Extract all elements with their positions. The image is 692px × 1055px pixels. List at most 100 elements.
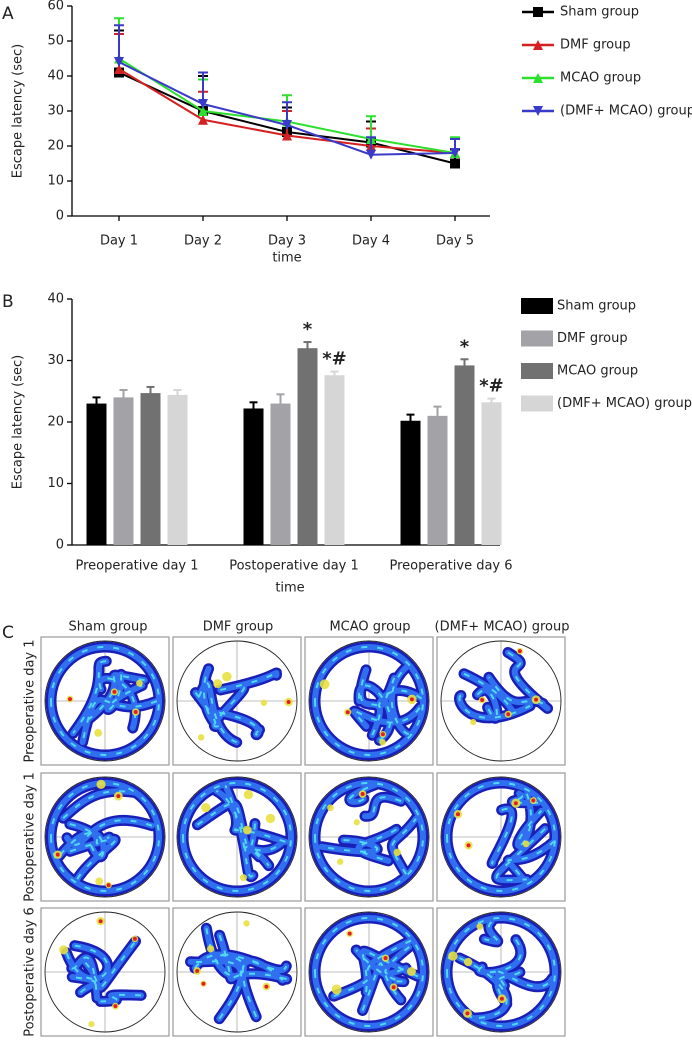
trace-inner [446, 917, 557, 1027]
error-bar [173, 389, 182, 400]
y-tick-label: 30 [47, 353, 64, 368]
hotspot [506, 712, 511, 717]
trace-inner [65, 940, 142, 1003]
hotspot [407, 967, 416, 976]
heat-trace [441, 777, 561, 897]
column-header: Sham group [68, 620, 147, 635]
hotspot [336, 858, 344, 866]
x-tick-label: Day 5 [436, 234, 474, 249]
x-tick-label: Day 1 [100, 234, 138, 249]
hotspot [98, 919, 103, 924]
trace-inner [314, 782, 425, 892]
pool-outline [308, 776, 430, 898]
hotspot [94, 729, 103, 737]
hotspot [201, 981, 206, 986]
marker [282, 120, 292, 130]
annotation: *# [479, 376, 504, 397]
error-bar [249, 401, 258, 415]
error-bar [146, 385, 155, 400]
error-bar [433, 405, 442, 426]
trace-inner [50, 646, 161, 756]
y-tick-label: 40 [47, 292, 64, 307]
y-tick-label: 20 [47, 139, 64, 154]
y-tick-label: 10 [47, 174, 64, 189]
hotspot [534, 697, 539, 702]
hotspot [136, 679, 143, 687]
hotspot [133, 710, 138, 715]
trace-inner [446, 782, 557, 892]
pool-outline [440, 911, 562, 1033]
column-header: DMF group [203, 620, 274, 635]
hotspot [531, 798, 536, 803]
x-axis-label: time [272, 251, 301, 266]
hotspot [499, 996, 504, 1001]
hotspot [195, 968, 200, 973]
marker [366, 149, 376, 160]
hotspot [380, 732, 385, 737]
trace-inner [190, 928, 288, 1020]
hotspot [327, 804, 334, 812]
hotspot [243, 920, 250, 927]
heat-trace [45, 777, 165, 897]
hotspot [393, 848, 401, 857]
error-bar [119, 389, 128, 405]
y-tick-label: 60 [47, 0, 64, 14]
trace-mid [456, 649, 551, 721]
bar [454, 365, 475, 545]
bar [297, 348, 318, 545]
trace-inner [182, 782, 293, 892]
column-header: (DMF+ MCAO) group [435, 620, 570, 635]
heat-trace [190, 663, 293, 748]
hotspot [522, 840, 530, 848]
hotspot [197, 734, 205, 741]
y-tick-label: 20 [47, 415, 64, 430]
hotspot [466, 843, 471, 848]
hotspot [264, 984, 269, 989]
hotspot [239, 874, 247, 882]
y-tick-label: 10 [47, 476, 64, 491]
y-axis-label: Escape latency (sec) [11, 355, 26, 489]
pool-outline [44, 640, 166, 762]
panel-label: C [2, 623, 14, 643]
legend-label: (DMF+ MCAO) group [557, 396, 692, 411]
column-header: MCAO group [329, 620, 410, 635]
bar [400, 420, 421, 545]
x-tick-label: Preoperative day 6 [389, 559, 512, 574]
hotspot [260, 699, 268, 706]
legend-label: Sham group [560, 5, 639, 20]
error-bar [92, 396, 101, 410]
hotspot [95, 877, 104, 886]
hotspot [201, 803, 211, 813]
hotspot [345, 710, 350, 715]
annotation: * [460, 336, 470, 357]
x-tick-label: Postoperative day 1 [229, 559, 359, 574]
annotation: *# [322, 349, 347, 370]
bar [270, 403, 291, 545]
y-tick-label: 30 [47, 104, 64, 119]
trace-inner [194, 668, 278, 744]
marker [198, 106, 208, 116]
error-bar [487, 397, 496, 407]
legend-swatch [521, 298, 553, 314]
marker [282, 130, 292, 141]
pool-outline [176, 776, 298, 898]
heat-trace [309, 912, 429, 1032]
hotspot [55, 852, 60, 857]
panel-label: B [2, 292, 14, 312]
hotspot [132, 936, 137, 941]
bar [324, 375, 345, 545]
trace-inner [314, 917, 425, 1027]
heat-trace [45, 641, 165, 761]
legend-marker [533, 106, 543, 116]
hotspot [331, 984, 342, 995]
hotspot [59, 945, 69, 955]
hotspot [96, 779, 106, 789]
hotspot [88, 1021, 95, 1028]
row-header: Preoperative day 1 [23, 639, 38, 762]
pool-outline [440, 640, 562, 762]
bar [86, 403, 107, 545]
pool-outline [176, 911, 298, 1033]
hotspot [470, 718, 477, 726]
error-bar [114, 24, 124, 62]
heat-trace [185, 920, 293, 1025]
